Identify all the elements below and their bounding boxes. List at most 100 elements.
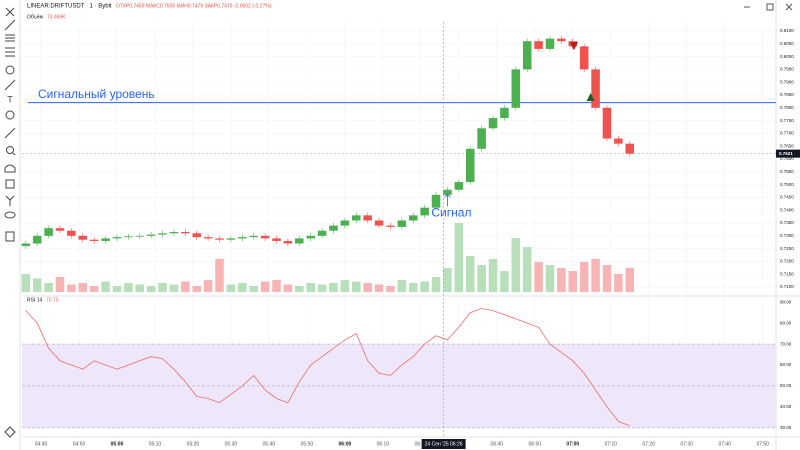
candle-body xyxy=(534,41,543,49)
last-price-badge xyxy=(776,149,800,158)
x-tick-label: 06:40 xyxy=(491,441,504,447)
toolbar-icon[interactable] xyxy=(5,195,15,206)
candle-body xyxy=(625,143,635,154)
volume-name: Объём xyxy=(27,14,43,20)
candle-body xyxy=(545,38,555,49)
x-tick-label: 04:50 xyxy=(73,441,86,447)
x-tick-label: 07:10 xyxy=(605,441,618,447)
candle-body xyxy=(488,118,498,129)
y-tick-label: 0.7300 xyxy=(780,233,794,238)
volume-bar xyxy=(568,271,578,292)
volume-bar xyxy=(420,281,429,292)
x-tick-label: 07:20 xyxy=(642,441,655,447)
signal-label: Сигнал xyxy=(431,206,471,220)
toolbar-icon[interactable] xyxy=(4,79,16,91)
candle-body xyxy=(124,236,133,238)
y-tick-label: 30.00 xyxy=(780,425,792,430)
volume-bar xyxy=(32,278,42,292)
candle-body xyxy=(329,225,338,231)
volume-bar xyxy=(78,283,88,292)
toolbar-icon[interactable] xyxy=(5,65,15,75)
volume-bar xyxy=(55,277,65,292)
candle-body xyxy=(363,215,372,221)
y-tick-label: 0.7450 xyxy=(780,195,794,200)
volume-bar xyxy=(545,265,555,292)
candle-body xyxy=(192,233,202,238)
volume-bar xyxy=(44,283,53,292)
volume-bar xyxy=(534,262,543,292)
candle-body xyxy=(374,220,384,226)
volume-bar xyxy=(431,277,441,292)
toolbar-icon[interactable] xyxy=(6,146,16,156)
volume-bar xyxy=(135,284,145,292)
y-tick-label: 0.8100 xyxy=(780,28,794,33)
candle-body xyxy=(522,41,532,70)
volume-bar xyxy=(89,286,99,292)
candle-body xyxy=(215,238,224,240)
candle-body xyxy=(557,38,566,42)
y-tick-label: 0.7600 xyxy=(780,156,794,161)
rsi-line xyxy=(25,308,630,427)
toolbar-icon[interactable] xyxy=(4,426,16,438)
toolbar-icon[interactable] xyxy=(4,19,16,31)
candle-body xyxy=(101,238,110,241)
x-tick-label: 05:10 xyxy=(149,441,162,447)
toolbar-icon[interactable] xyxy=(5,34,15,42)
toolbar-icon[interactable] xyxy=(5,47,15,57)
toolbar-icon[interactable] xyxy=(5,7,15,17)
y-tick-label: 0.7100 xyxy=(780,284,794,289)
candle-body xyxy=(203,237,213,239)
toolbar-icon[interactable]: T xyxy=(7,94,13,104)
toolbar-icon[interactable] xyxy=(4,164,16,173)
volume-bar xyxy=(579,262,589,292)
toolbar-icon[interactable] xyxy=(5,110,15,120)
x-tick-label: 05:40 xyxy=(263,441,276,447)
signal-arrow xyxy=(444,193,451,207)
candle-body xyxy=(454,182,464,190)
volume-bar xyxy=(591,259,600,292)
signal-marker xyxy=(586,93,595,102)
x-tick-label: 05:00 xyxy=(111,441,124,447)
y-tick-label: 0.7500 xyxy=(780,182,794,187)
toolbar-icon[interactable] xyxy=(5,231,15,242)
candle-body xyxy=(21,243,31,247)
candle-body xyxy=(386,225,395,227)
y-tick-label: 0.7850 xyxy=(780,92,794,97)
volume-bar xyxy=(215,259,224,292)
toolbar-icon[interactable] xyxy=(4,127,16,139)
candle-body xyxy=(260,235,270,239)
volume-bar xyxy=(340,280,350,292)
close-icon[interactable] xyxy=(785,3,793,11)
volume-bar xyxy=(67,284,76,292)
y-tick-label: 60.00 xyxy=(780,362,792,367)
y-tick-label: 0.7900 xyxy=(780,79,794,84)
candle-body xyxy=(67,230,76,236)
candle-body xyxy=(181,232,190,234)
candle-body xyxy=(614,138,623,144)
volume-bar xyxy=(181,281,190,292)
candle-body xyxy=(135,235,145,237)
candle-body xyxy=(602,107,612,139)
candle-body xyxy=(465,148,475,183)
candle-body xyxy=(443,189,452,195)
volume-bar xyxy=(477,265,486,292)
rsi-title: RSI 14 xyxy=(27,297,43,303)
candle-body xyxy=(169,232,179,234)
volume-bar xyxy=(272,280,281,292)
x-tick-label: 06:20 xyxy=(415,441,428,447)
toolbar-icon[interactable] xyxy=(4,211,16,219)
candle-body xyxy=(511,69,521,108)
svg-text:T: T xyxy=(7,94,13,104)
candle-body xyxy=(591,69,600,108)
last-price-label: 0.7621 xyxy=(779,151,793,156)
volume-bar xyxy=(295,286,304,292)
toolbar-icon[interactable] xyxy=(5,179,15,189)
volume-bar xyxy=(306,283,315,292)
volume-readout: 73.469K xyxy=(47,14,66,20)
y-tick-label: 0.7650 xyxy=(780,143,794,148)
candle-body xyxy=(238,237,247,239)
volume-bar xyxy=(557,268,566,292)
maximize-icon[interactable] xyxy=(766,3,774,11)
volume-bar xyxy=(465,256,475,292)
